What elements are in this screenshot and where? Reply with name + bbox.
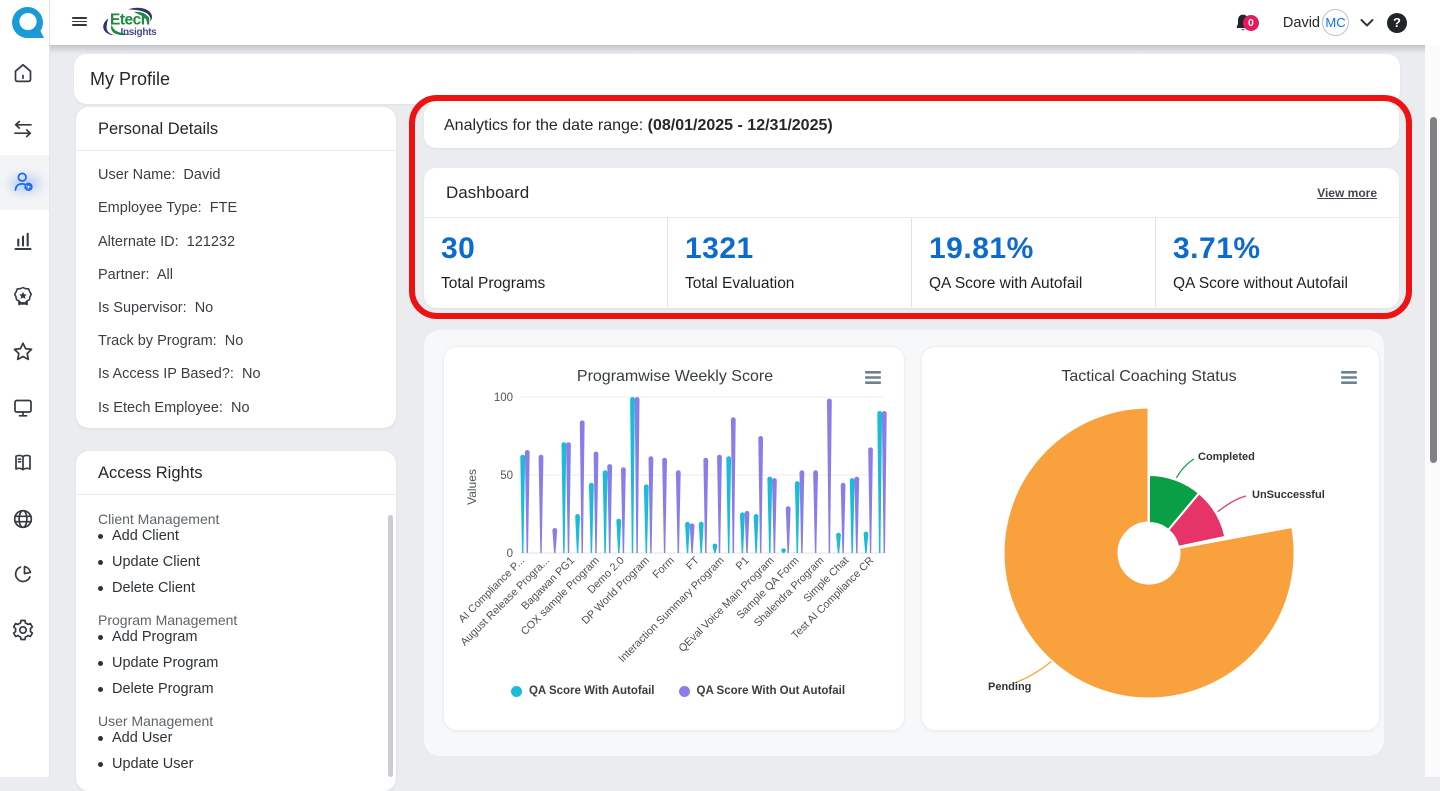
svg-text:Programwise Weekly Score: Programwise Weekly Score: [577, 368, 773, 385]
svg-text:FT: FT: [684, 554, 702, 572]
svg-text:UnSuccessful: UnSuccessful: [1252, 489, 1325, 501]
svg-text:50: 50: [500, 470, 513, 482]
svg-text:P1: P1: [734, 555, 752, 573]
svg-text:0: 0: [507, 548, 513, 560]
svg-text:Tactical Coaching Status: Tactical Coaching Status: [1061, 368, 1236, 385]
svg-text:Pending: Pending: [988, 681, 1031, 693]
svg-text:100: 100: [494, 392, 513, 404]
svg-text:Completed: Completed: [1198, 451, 1255, 463]
svg-text:Insights: Insights: [121, 27, 157, 38]
svg-text:Values: Values: [465, 469, 479, 505]
svg-text:Form: Form: [651, 555, 677, 581]
svg-text:Etech: Etech: [110, 12, 150, 29]
